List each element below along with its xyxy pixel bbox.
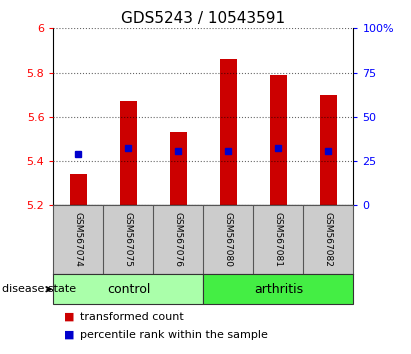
- Text: ■: ■: [64, 312, 74, 322]
- Text: ■: ■: [64, 330, 74, 339]
- Bar: [70, 175, 87, 205]
- Text: control: control: [107, 283, 150, 296]
- Text: arthritis: arthritis: [254, 283, 303, 296]
- Text: GSM567075: GSM567075: [124, 212, 133, 267]
- Text: GSM567081: GSM567081: [274, 212, 283, 267]
- Bar: [170, 132, 187, 205]
- Text: percentile rank within the sample: percentile rank within the sample: [80, 330, 268, 339]
- Bar: [120, 101, 137, 205]
- Bar: [203, 274, 353, 304]
- Bar: [53, 274, 203, 304]
- Bar: [320, 95, 337, 205]
- Text: disease state: disease state: [2, 284, 76, 294]
- Text: GSM567074: GSM567074: [74, 212, 83, 267]
- Text: GSM567082: GSM567082: [324, 212, 333, 267]
- Text: transformed count: transformed count: [80, 312, 184, 322]
- Text: GSM567076: GSM567076: [174, 212, 183, 267]
- Bar: [270, 75, 287, 205]
- Text: GSM567080: GSM567080: [224, 212, 233, 267]
- Bar: [220, 59, 237, 205]
- Title: GDS5243 / 10543591: GDS5243 / 10543591: [121, 11, 286, 26]
